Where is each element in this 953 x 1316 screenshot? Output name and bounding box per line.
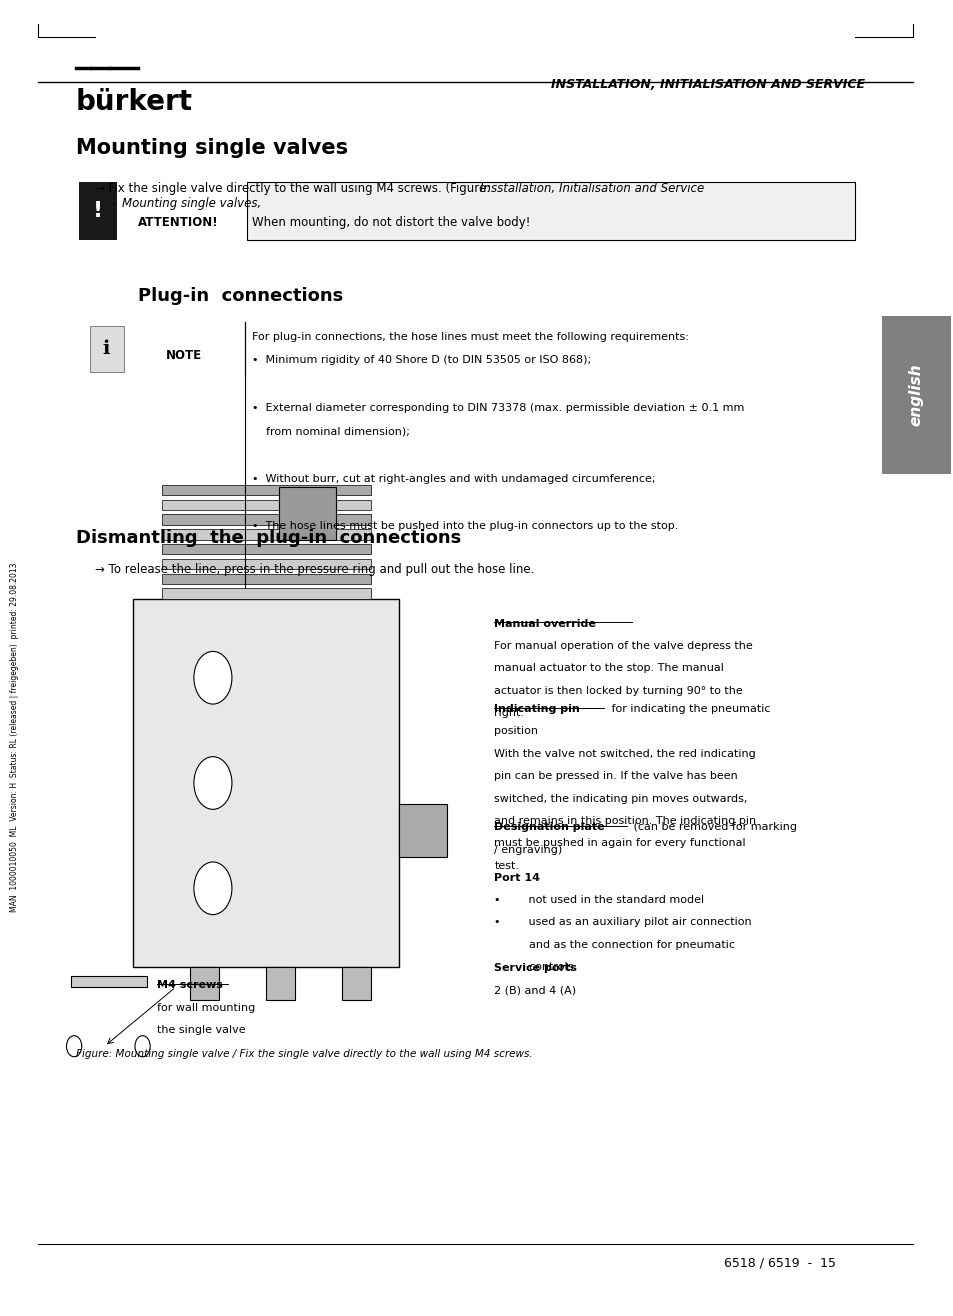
Text: •  External diameter corresponding to DIN 73378 (max. permissible deviation ± 0.: • External diameter corresponding to DIN… [252, 403, 743, 413]
Circle shape [193, 651, 232, 704]
Text: NOTE: NOTE [166, 349, 202, 362]
Text: For manual operation of the valve depress the: For manual operation of the valve depres… [494, 641, 752, 651]
Text: bürkert: bürkert [76, 88, 193, 116]
Text: Dismantling  the  plug-in  connections: Dismantling the plug-in connections [76, 529, 461, 547]
Text: MAN  1000010050  ML  Version: H  Status: RL (released | freigegeben)  printed: 2: MAN 1000010050 ML Version: H Status: RL … [10, 562, 19, 912]
Bar [161, 588, 371, 599]
FancyBboxPatch shape [91, 326, 124, 372]
Text: •  Without burr, cut at right-angles and with undamaged circumference;: • Without burr, cut at right-angles and … [252, 474, 655, 484]
Text: actuator is then locked by turning 90° to the: actuator is then locked by turning 90° t… [494, 686, 742, 696]
Text: Designation plate: Designation plate [494, 822, 604, 833]
FancyBboxPatch shape [79, 182, 117, 240]
Bar [161, 559, 371, 569]
Text: Figure: Mounting single valve / Fix the single valve directly to the wall using : Figure: Mounting single valve / Fix the … [76, 1049, 532, 1059]
Text: !: ! [92, 200, 103, 221]
FancyBboxPatch shape [882, 316, 949, 474]
Text: pin can be pressed in. If the valve has been: pin can be pressed in. If the valve has … [494, 771, 738, 782]
Text: When mounting, do not distort the valve body!: When mounting, do not distort the valve … [252, 216, 530, 229]
Circle shape [67, 1036, 82, 1057]
Bar [161, 484, 371, 495]
Bar [190, 967, 218, 1000]
Bar [398, 804, 446, 857]
Text: With the valve not switched, the red indicating: With the valve not switched, the red ind… [494, 749, 755, 759]
Bar [161, 515, 371, 525]
Bar [161, 529, 371, 540]
Bar [279, 487, 336, 540]
Text: must be pushed in again for every functional: must be pushed in again for every functi… [494, 838, 745, 849]
Text: Mounting single valves: Mounting single valves [76, 138, 348, 158]
Text: •        used as an auxiliary pilot air connection: • used as an auxiliary pilot air connect… [494, 917, 751, 928]
Text: / engraving): / engraving) [494, 845, 562, 855]
Text: M4 screws: M4 screws [156, 980, 222, 991]
Bar [266, 967, 294, 1000]
Text: test.: test. [494, 861, 518, 871]
Text: and remains in this position. The indicating pin: and remains in this position. The indica… [494, 816, 756, 826]
Text: For plug-in connections, the hose lines must meet the following requirements:: For plug-in connections, the hose lines … [252, 332, 688, 342]
Text: the single valve: the single valve [156, 1025, 245, 1036]
Text: (can be removed for marking: (can be removed for marking [630, 822, 797, 833]
Text: Mounting single valves,: Mounting single valves, [122, 197, 260, 211]
Text: for wall mounting: for wall mounting [156, 1003, 254, 1013]
Bar [161, 544, 371, 554]
Text: Manual override: Manual override [494, 619, 596, 629]
Bar [161, 574, 371, 584]
Text: controls: controls [494, 962, 573, 973]
Text: -: - [112, 197, 120, 211]
Text: •  The hose lines must be pushed into the plug-in connectors up to the stop.: • The hose lines must be pushed into the… [252, 521, 678, 532]
FancyBboxPatch shape [247, 182, 855, 240]
Text: switched, the indicating pin moves outwards,: switched, the indicating pin moves outwa… [494, 794, 747, 804]
Text: ℹ: ℹ [103, 340, 110, 358]
Text: manual actuator to the stop. The manual: manual actuator to the stop. The manual [494, 663, 723, 674]
Text: position: position [494, 726, 537, 737]
Text: •        not used in the standard model: • not used in the standard model [494, 895, 703, 905]
Text: Plug-in  connections: Plug-in connections [137, 287, 343, 305]
Text: Port 14: Port 14 [494, 873, 539, 883]
Text: → Fix the single valve directly to the wall using M4 screws. (Figure:: → Fix the single valve directly to the w… [95, 182, 494, 195]
Text: → To release the line, press in the pressure ring and pull out the hose line.: → To release the line, press in the pres… [95, 563, 534, 576]
Text: english: english [908, 363, 923, 426]
Text: for indicating the pneumatic: for indicating the pneumatic [608, 704, 770, 715]
Text: Insstallation, Initialisation and Service: Insstallation, Initialisation and Servic… [479, 182, 703, 195]
Text: •  Minimum rigidity of 40 Shore D (to DIN 53505 or ISO 868);: • Minimum rigidity of 40 Shore D (to DIN… [252, 355, 591, 366]
Bar [161, 500, 371, 509]
Text: from nominal dimension);: from nominal dimension); [252, 426, 410, 437]
Bar [71, 976, 147, 987]
Bar [132, 599, 398, 967]
Circle shape [193, 757, 232, 809]
Circle shape [134, 1036, 150, 1057]
Bar [342, 967, 371, 1000]
Text: ATTENTION!: ATTENTION! [137, 216, 218, 229]
Circle shape [193, 862, 232, 915]
Text: 2 (B) and 4 (A): 2 (B) and 4 (A) [494, 986, 576, 996]
Text: right.: right. [494, 708, 524, 719]
Text: Indicating pin: Indicating pin [494, 704, 579, 715]
Text: and as the connection for pneumatic: and as the connection for pneumatic [494, 940, 735, 950]
Text: 6518 / 6519  -  15: 6518 / 6519 - 15 [723, 1257, 836, 1270]
Text: Service ports: Service ports [494, 963, 577, 974]
Text: INSTALLATION, INITIALISATION AND SERVICE: INSTALLATION, INITIALISATION AND SERVICE [551, 78, 864, 91]
